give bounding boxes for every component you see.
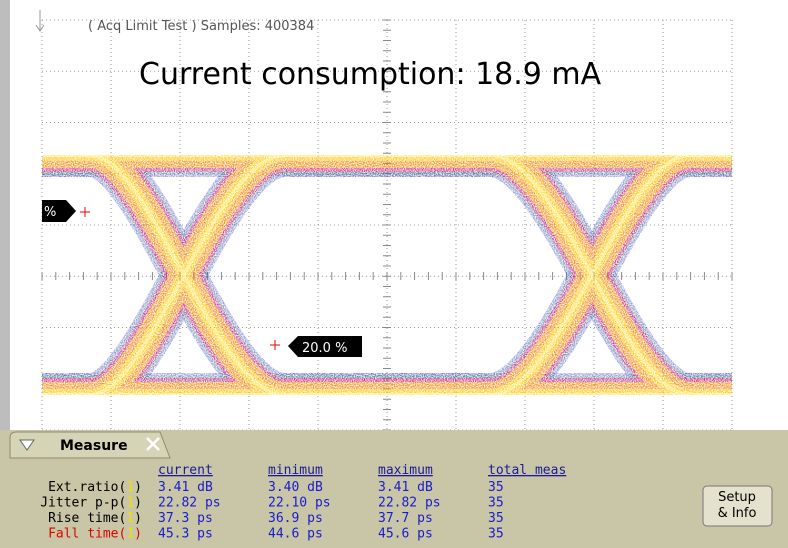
row-label: Fall time(1) [48,527,142,542]
channel-paren: ) [134,496,142,511]
cell-value: 35 [488,480,504,495]
channel-paren: ( [119,527,127,542]
row-label-text: Ext.ratio [48,480,118,495]
row-label-text: Rise time [48,511,119,526]
cell-value: 35 [488,496,504,511]
column-header: maximum [378,463,433,478]
row-label: Rise time(1) [48,511,142,526]
channel-number: 1 [126,480,134,495]
channel-paren: ) [134,511,142,526]
cell-value: 37.7 ps [378,511,433,526]
row-label: Jitter p-p(1) [40,496,142,511]
row-label-text: Jitter p-p [40,496,118,511]
cell-value: 44.6 ps [268,527,323,542]
overlay-title: Current consumption: 18.9 mA [139,57,602,92]
column-header: minimum [268,463,323,478]
column-header: current [158,463,213,478]
marker-label: 20.0 % [302,341,347,356]
cell-value: 22.82 ps [158,496,221,511]
acq-status: ( Acq Limit Test ) Samples: 400384 [88,19,314,34]
column-header: total meas [488,463,566,478]
cell-value: 45.6 ps [378,527,433,542]
cell-value: 37.3 ps [158,511,213,526]
row-label-text: Fall time [48,527,119,542]
marker-label: % [44,205,56,220]
cell-value: 22.10 ps [268,496,331,511]
panel-title: Measure [60,438,128,454]
cell-value: 3.40 dB [268,480,323,495]
button-label: & Info [718,506,757,521]
channel-paren: ) [134,527,142,542]
cell-value: 36.9 ps [268,511,323,526]
cell-value: 45.3 ps [158,527,213,542]
channel-number: 1 [126,496,134,511]
row-label: Ext.ratio(1) [48,480,142,495]
channel-paren: ( [119,496,127,511]
channel-paren: ( [119,511,127,526]
channel-paren: ) [134,480,142,495]
cell-value: 22.82 ps [378,496,441,511]
cell-value: 35 [488,527,504,542]
channel-number: 1 [126,527,134,542]
channel-number: 1 [126,511,134,526]
cell-value: 35 [488,511,504,526]
button-label: Setup [718,490,756,505]
cell-value: 3.41 dB [158,480,213,495]
channel-paren: ( [119,480,127,495]
cell-value: 3.41 dB [378,480,433,495]
scope-screen: ( Acq Limit Test ) Samples: 400384 Curre… [0,0,788,548]
